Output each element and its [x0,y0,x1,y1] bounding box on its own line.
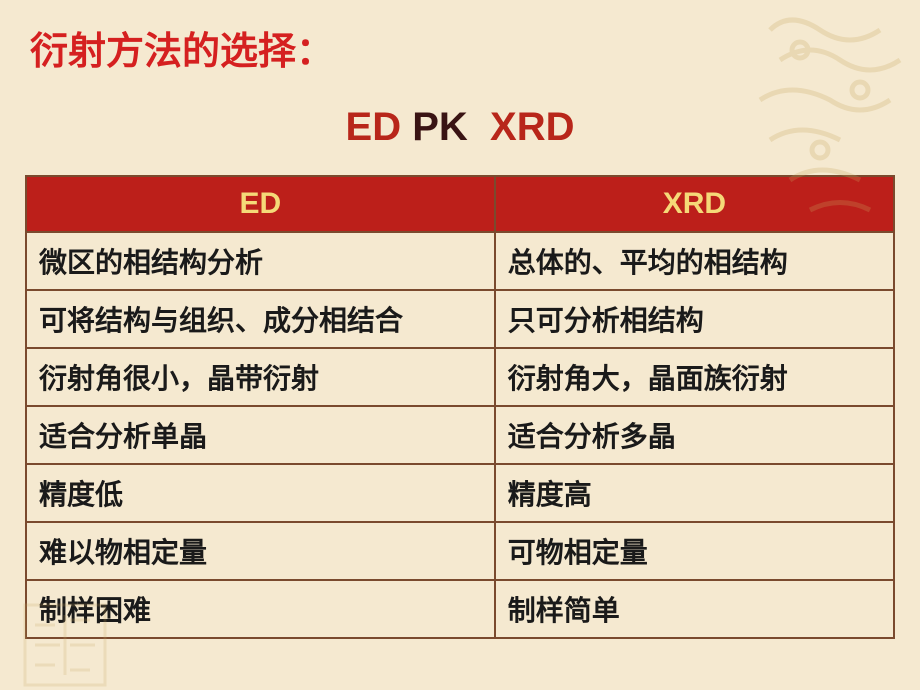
cell-xrd: 精度高 [495,464,894,522]
cell-ed: 衍射角很小，晶带衍射 [26,348,495,406]
cell-xrd: 制样简单 [495,580,894,638]
table-row: 精度低 精度高 [26,464,894,522]
table-row: 制样困难 制样简单 [26,580,894,638]
cell-xrd: 衍射角大，晶面族衍射 [495,348,894,406]
table-row: 可将结构与组织、成分相结合 只可分析相结构 [26,290,894,348]
subtitle-pk: PK [412,105,468,149]
subtitle-xrd: XRD [490,105,574,149]
header-xrd: XRD [495,176,894,232]
table-row: 微区的相结构分析 总体的、平均的相结构 [26,232,894,290]
cell-ed: 可将结构与组织、成分相结合 [26,290,495,348]
cell-xrd: 总体的、平均的相结构 [495,232,894,290]
cell-ed: 适合分析单晶 [26,406,495,464]
comparison-table: ED XRD 微区的相结构分析 总体的、平均的相结构 可将结构与组织、成分相结合… [25,175,895,639]
cell-ed: 精度低 [26,464,495,522]
subtitle-ed: ED [346,105,402,149]
cell-xrd: 可物相定量 [495,522,894,580]
cell-ed: 微区的相结构分析 [26,232,495,290]
cell-xrd: 适合分析多晶 [495,406,894,464]
page-title: 衍射方法的选择： [0,0,920,75]
cell-xrd: 只可分析相结构 [495,290,894,348]
subtitle: ED PK XRD [0,105,920,150]
cell-ed: 难以物相定量 [26,522,495,580]
table-row: 难以物相定量 可物相定量 [26,522,894,580]
header-ed: ED [26,176,495,232]
table-row: 适合分析单晶 适合分析多晶 [26,406,894,464]
cell-ed: 制样困难 [26,580,495,638]
table-header-row: ED XRD [26,176,894,232]
table-row: 衍射角很小，晶带衍射 衍射角大，晶面族衍射 [26,348,894,406]
